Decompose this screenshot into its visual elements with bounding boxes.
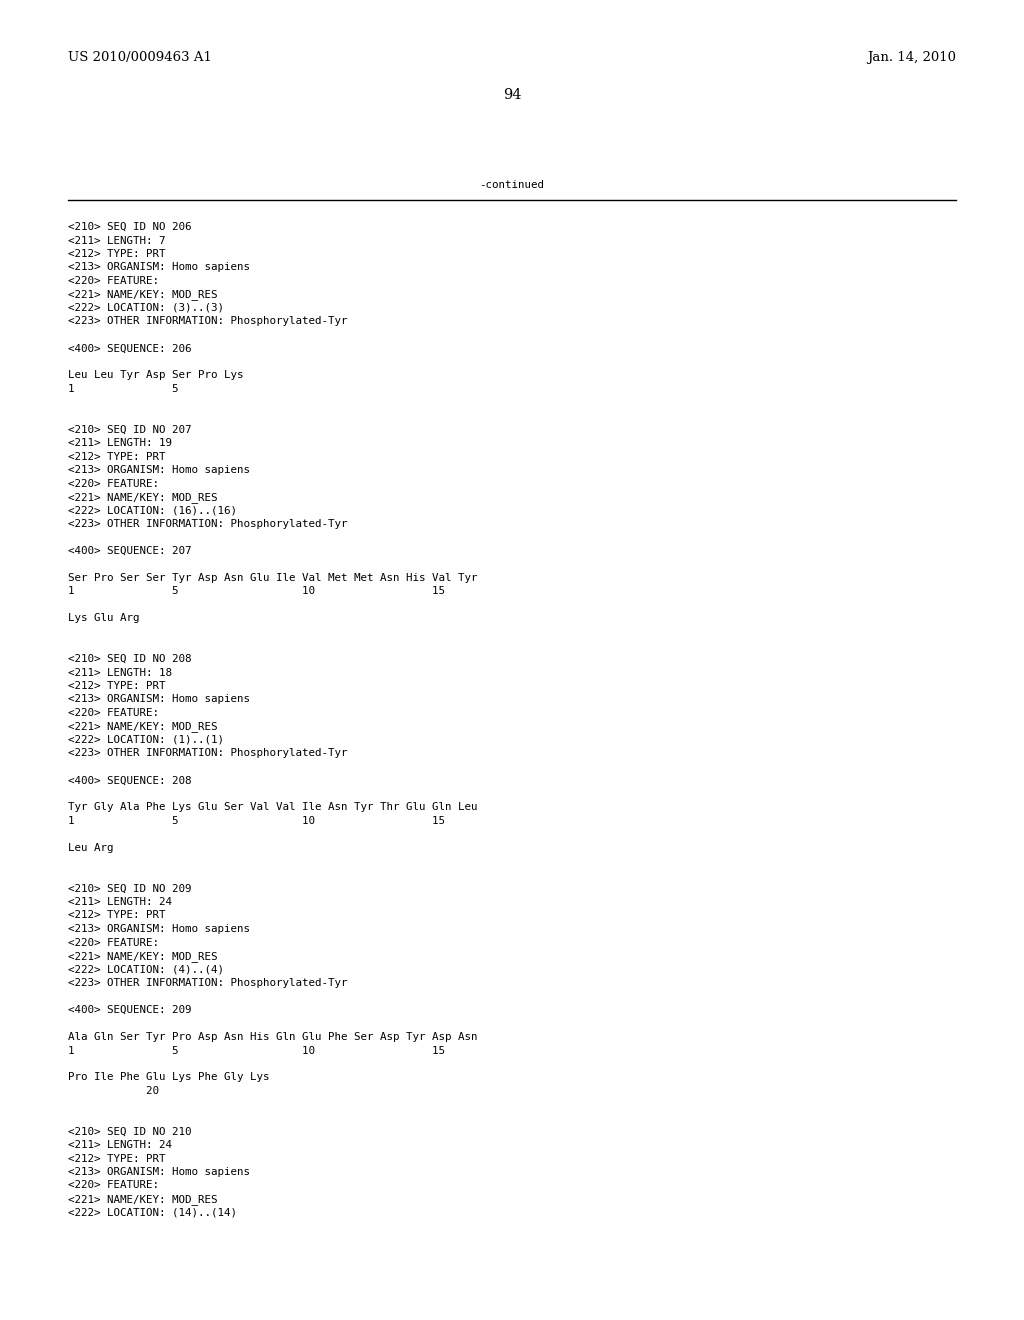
Text: <210> SEQ ID NO 209: <210> SEQ ID NO 209	[68, 883, 191, 894]
Text: <220> FEATURE:: <220> FEATURE:	[68, 708, 159, 718]
Text: Leu Arg: Leu Arg	[68, 843, 114, 853]
Text: <400> SEQUENCE: 207: <400> SEQUENCE: 207	[68, 546, 191, 556]
Text: <220> FEATURE:: <220> FEATURE:	[68, 276, 159, 286]
Text: <222> LOCATION: (1)..(1): <222> LOCATION: (1)..(1)	[68, 735, 224, 744]
Text: <211> LENGTH: 19: <211> LENGTH: 19	[68, 438, 172, 447]
Text: <213> ORGANISM: Homo sapiens: <213> ORGANISM: Homo sapiens	[68, 694, 250, 705]
Text: <213> ORGANISM: Homo sapiens: <213> ORGANISM: Homo sapiens	[68, 465, 250, 475]
Text: <222> LOCATION: (16)..(16): <222> LOCATION: (16)..(16)	[68, 506, 237, 516]
Text: <221> NAME/KEY: MOD_RES: <221> NAME/KEY: MOD_RES	[68, 492, 217, 503]
Text: <212> TYPE: PRT: <212> TYPE: PRT	[68, 681, 166, 690]
Text: <213> ORGANISM: Homo sapiens: <213> ORGANISM: Homo sapiens	[68, 1167, 250, 1177]
Text: 1               5                   10                  15: 1 5 10 15	[68, 816, 445, 826]
Text: US 2010/0009463 A1: US 2010/0009463 A1	[68, 51, 212, 65]
Text: <400> SEQUENCE: 209: <400> SEQUENCE: 209	[68, 1005, 191, 1015]
Text: <210> SEQ ID NO 210: <210> SEQ ID NO 210	[68, 1126, 191, 1137]
Text: 1               5                   10                  15: 1 5 10 15	[68, 586, 445, 597]
Text: 1               5                   10                  15: 1 5 10 15	[68, 1045, 445, 1056]
Text: <213> ORGANISM: Homo sapiens: <213> ORGANISM: Homo sapiens	[68, 924, 250, 935]
Text: <220> FEATURE:: <220> FEATURE:	[68, 1180, 159, 1191]
Text: <400> SEQUENCE: 206: <400> SEQUENCE: 206	[68, 343, 191, 354]
Text: <221> NAME/KEY: MOD_RES: <221> NAME/KEY: MOD_RES	[68, 950, 217, 962]
Text: <210> SEQ ID NO 207: <210> SEQ ID NO 207	[68, 425, 191, 434]
Text: <222> LOCATION: (4)..(4): <222> LOCATION: (4)..(4)	[68, 965, 224, 974]
Text: <211> LENGTH: 24: <211> LENGTH: 24	[68, 1140, 172, 1150]
Text: <220> FEATURE:: <220> FEATURE:	[68, 937, 159, 948]
Text: Leu Leu Tyr Asp Ser Pro Lys: Leu Leu Tyr Asp Ser Pro Lys	[68, 371, 244, 380]
Text: Lys Glu Arg: Lys Glu Arg	[68, 614, 139, 623]
Text: <220> FEATURE:: <220> FEATURE:	[68, 479, 159, 488]
Text: <210> SEQ ID NO 208: <210> SEQ ID NO 208	[68, 653, 191, 664]
Text: Pro Ile Phe Glu Lys Phe Gly Lys: Pro Ile Phe Glu Lys Phe Gly Lys	[68, 1072, 269, 1082]
Text: <222> LOCATION: (14)..(14): <222> LOCATION: (14)..(14)	[68, 1208, 237, 1217]
Text: <223> OTHER INFORMATION: Phosphorylated-Tyr: <223> OTHER INFORMATION: Phosphorylated-…	[68, 748, 347, 759]
Text: <210> SEQ ID NO 206: <210> SEQ ID NO 206	[68, 222, 191, 232]
Text: 20: 20	[68, 1086, 159, 1096]
Text: <212> TYPE: PRT: <212> TYPE: PRT	[68, 911, 166, 920]
Text: Jan. 14, 2010: Jan. 14, 2010	[867, 51, 956, 65]
Text: <223> OTHER INFORMATION: Phosphorylated-Tyr: <223> OTHER INFORMATION: Phosphorylated-…	[68, 519, 347, 529]
Text: <211> LENGTH: 18: <211> LENGTH: 18	[68, 668, 172, 677]
Text: Ala Gln Ser Tyr Pro Asp Asn His Gln Glu Phe Ser Asp Tyr Asp Asn: Ala Gln Ser Tyr Pro Asp Asn His Gln Glu …	[68, 1032, 477, 1041]
Text: 1               5: 1 5	[68, 384, 178, 393]
Text: <221> NAME/KEY: MOD_RES: <221> NAME/KEY: MOD_RES	[68, 1195, 217, 1205]
Text: <223> OTHER INFORMATION: Phosphorylated-Tyr: <223> OTHER INFORMATION: Phosphorylated-…	[68, 978, 347, 987]
Text: <221> NAME/KEY: MOD_RES: <221> NAME/KEY: MOD_RES	[68, 289, 217, 301]
Text: Tyr Gly Ala Phe Lys Glu Ser Val Val Ile Asn Tyr Thr Glu Gln Leu: Tyr Gly Ala Phe Lys Glu Ser Val Val Ile …	[68, 803, 477, 813]
Text: 94: 94	[503, 88, 521, 102]
Text: Ser Pro Ser Ser Tyr Asp Asn Glu Ile Val Met Met Asn His Val Tyr: Ser Pro Ser Ser Tyr Asp Asn Glu Ile Val …	[68, 573, 477, 583]
Text: <212> TYPE: PRT: <212> TYPE: PRT	[68, 1154, 166, 1163]
Text: <400> SEQUENCE: 208: <400> SEQUENCE: 208	[68, 776, 191, 785]
Text: <221> NAME/KEY: MOD_RES: <221> NAME/KEY: MOD_RES	[68, 722, 217, 733]
Text: <223> OTHER INFORMATION: Phosphorylated-Tyr: <223> OTHER INFORMATION: Phosphorylated-…	[68, 317, 347, 326]
Text: <211> LENGTH: 7: <211> LENGTH: 7	[68, 235, 166, 246]
Text: <213> ORGANISM: Homo sapiens: <213> ORGANISM: Homo sapiens	[68, 263, 250, 272]
Text: <211> LENGTH: 24: <211> LENGTH: 24	[68, 898, 172, 907]
Text: <212> TYPE: PRT: <212> TYPE: PRT	[68, 451, 166, 462]
Text: -continued: -continued	[479, 180, 545, 190]
Text: <222> LOCATION: (3)..(3): <222> LOCATION: (3)..(3)	[68, 304, 224, 313]
Text: <212> TYPE: PRT: <212> TYPE: PRT	[68, 249, 166, 259]
